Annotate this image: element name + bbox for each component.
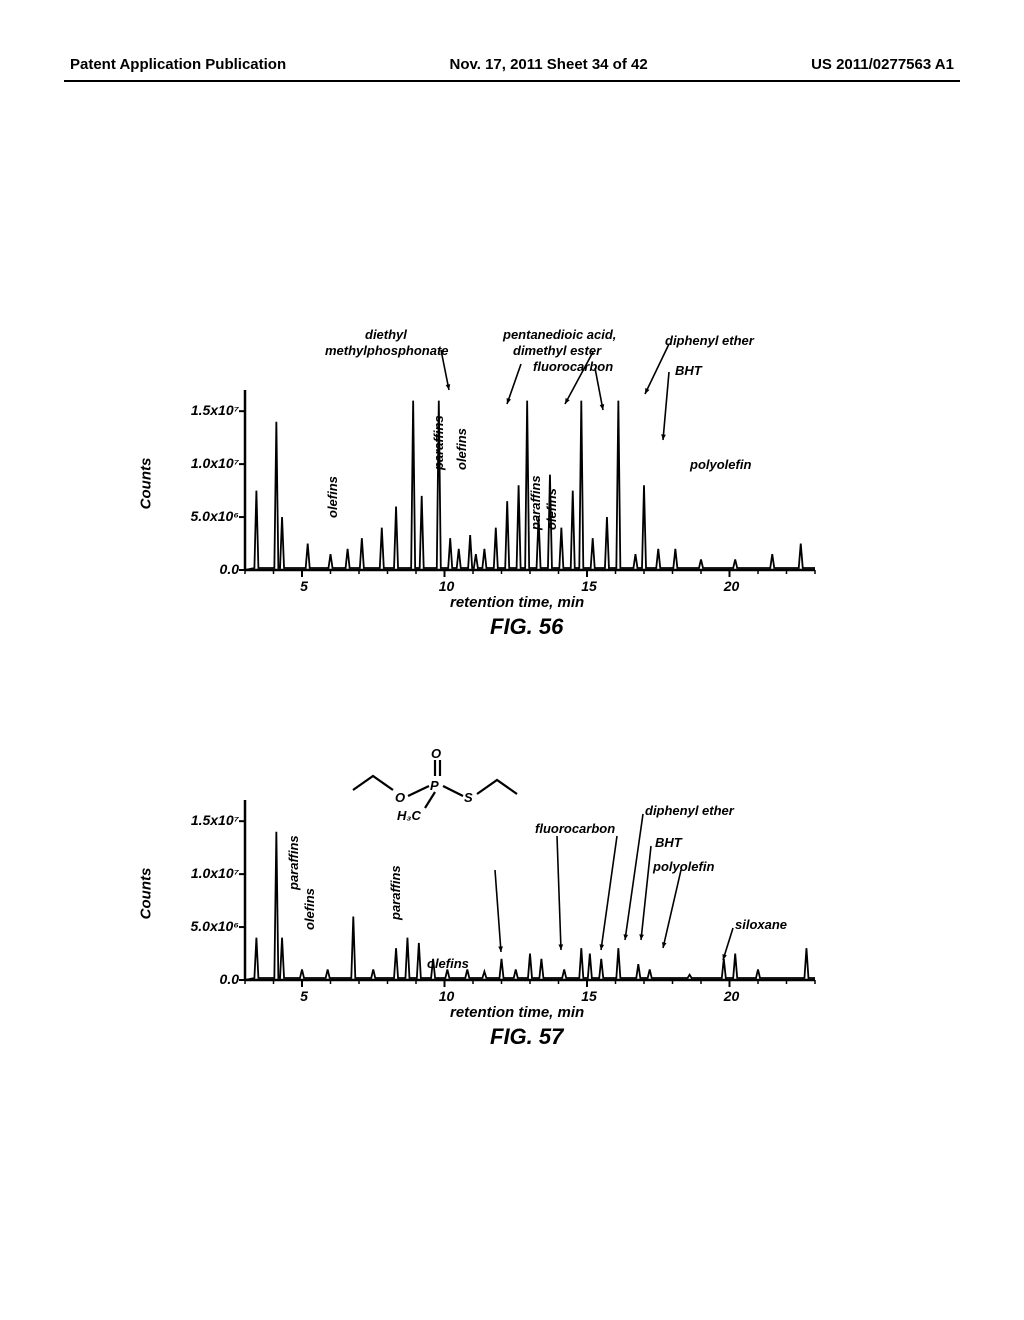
peak-label: fluorocarbon — [533, 360, 613, 374]
page-header: Patent Application Publication Nov. 17, … — [0, 56, 1024, 73]
peak-label: pentanedioic acid, — [503, 328, 616, 342]
svg-text:P: P — [430, 778, 439, 793]
peak-label: diphenyl ether — [645, 804, 734, 818]
xtick-label: 10 — [435, 988, 459, 1004]
ytick-label: 1.5x10⁷ — [175, 812, 239, 828]
svg-text:O: O — [395, 790, 405, 805]
peak-label-vertical: paraffins — [432, 415, 446, 470]
xtick-label: 15 — [577, 578, 601, 594]
fig57-title: FIG. 57 — [490, 1024, 563, 1050]
header-rule — [64, 80, 960, 82]
fig57-plot: fluorocarbondiphenyl etherBHTpolyolefins… — [245, 800, 815, 980]
peak-label: dimethyl ester — [513, 344, 601, 358]
fig56-title: FIG. 56 — [490, 614, 563, 640]
fig56-xlabel: retention time, min — [450, 594, 584, 611]
ytick-label: 1.0x10⁷ — [175, 455, 239, 471]
fig57-ylabel: Counts — [137, 868, 154, 920]
peak-label: methylphosphonate — [325, 344, 449, 358]
svg-text:H₃C: H₃C — [397, 808, 421, 823]
figure-56: Counts diethylmethylphosphonatepentanedi… — [140, 330, 884, 620]
peak-label-vertical: olefins — [326, 476, 340, 518]
peak-label-vertical: olefins — [303, 888, 317, 930]
header-right: US 2011/0277563 A1 — [811, 56, 954, 73]
xtick-label: 15 — [577, 988, 601, 1004]
ytick-label: 0.0 — [175, 561, 239, 577]
xtick-label: 5 — [292, 988, 316, 1004]
peak-label: siloxane — [735, 918, 787, 932]
peak-label: polyolefin — [653, 860, 714, 874]
ytick-label: 1.0x10⁷ — [175, 865, 239, 881]
peak-label-vertical: paraffins — [389, 865, 403, 920]
peak-label: polyolefin — [690, 458, 751, 472]
peak-label-vertical: paraffins — [287, 835, 301, 890]
header-left: Patent Application Publication — [70, 56, 286, 73]
peak-label-vertical: olefins — [455, 428, 469, 470]
peak-label: BHT — [655, 836, 682, 850]
ytick-label: 0.0 — [175, 971, 239, 987]
peak-label-vertical: olefins — [545, 488, 559, 530]
svg-text:S: S — [464, 790, 473, 805]
peak-label: olefins — [427, 957, 469, 971]
ytick-label: 5.0x10⁶ — [175, 508, 239, 524]
xtick-label: 5 — [292, 578, 316, 594]
svg-text:O: O — [431, 746, 441, 761]
header-center: Nov. 17, 2011 Sheet 34 of 42 — [450, 56, 648, 73]
peak-label: diethyl — [365, 328, 407, 342]
ytick-label: 5.0x10⁶ — [175, 918, 239, 934]
figure-57: Counts fluorocarbondiphenyl etherBHTpoly… — [140, 740, 884, 1030]
fig56-ylabel: Counts — [137, 458, 154, 510]
fig57-chem-structure: OPOH₃CS — [345, 750, 565, 840]
xtick-label: 20 — [720, 988, 744, 1004]
peak-label-vertical: paraffins — [529, 475, 543, 530]
fig57-xlabel: retention time, min — [450, 1004, 584, 1021]
xtick-label: 20 — [720, 578, 744, 594]
ytick-label: 1.5x10⁷ — [175, 402, 239, 418]
fig56-plot: diethylmethylphosphonatepentanedioic aci… — [245, 390, 815, 570]
peak-label: diphenyl ether — [665, 334, 754, 348]
xtick-label: 10 — [435, 578, 459, 594]
peak-label: BHT — [675, 364, 702, 378]
